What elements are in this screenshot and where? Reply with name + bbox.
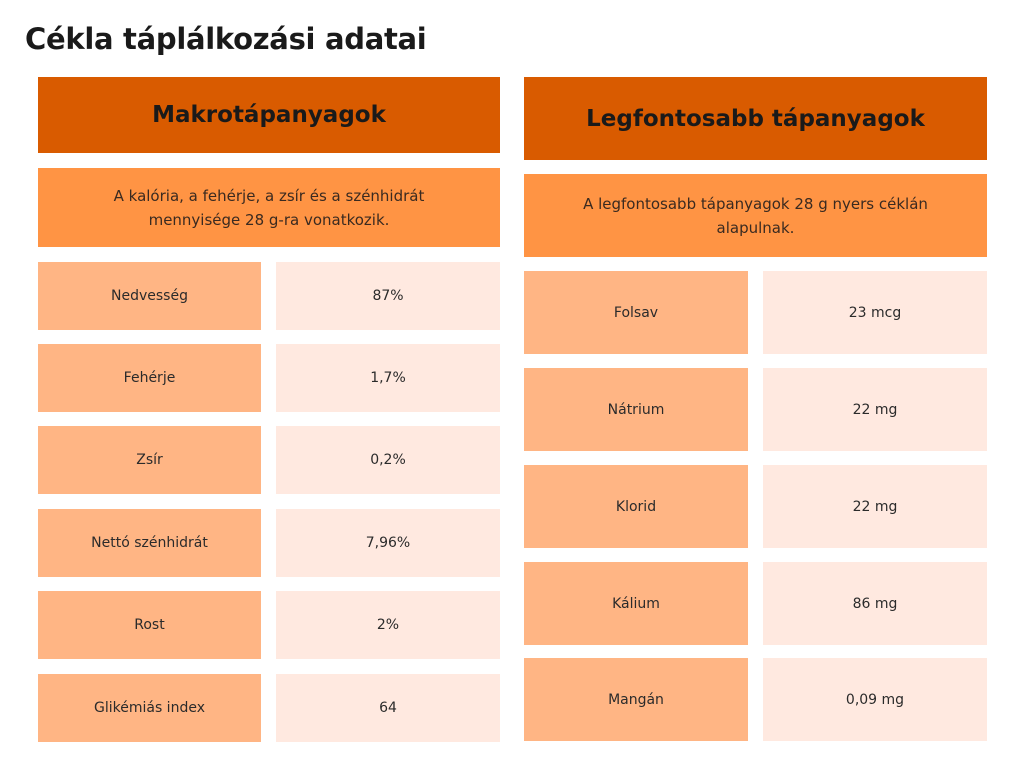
table-row: Zsír 0,2% [38, 426, 500, 494]
macros-value-feherje: 1,7% [276, 344, 500, 412]
nutrients-section: Legfontosabb tápanyagok A legfontosabb t… [524, 77, 987, 742]
table-row: Fehérje 1,7% [38, 344, 500, 412]
table-row: Klorid 22 mg [524, 465, 987, 548]
nutrients-value-natrium: 22 mg [763, 368, 987, 451]
table-row: Nátrium 22 mg [524, 368, 987, 451]
macros-label-glikemias-index: Glikémiás index [38, 674, 261, 742]
macros-value-glikemias-index: 64 [276, 674, 500, 742]
nutrients-value-kalium: 86 mg [763, 562, 987, 645]
macros-label-feherje: Fehérje [38, 344, 261, 412]
table-row: Glikémiás index 64 [38, 674, 500, 742]
nutrients-header: Legfontosabb tápanyagok [524, 77, 987, 160]
table-row: Folsav 23 mcg [524, 271, 987, 354]
macros-label-rost: Rost [38, 591, 261, 659]
table-row: Nedvesség 87% [38, 262, 500, 330]
nutrients-label-folsav: Folsav [524, 271, 748, 354]
nutrients-value-folsav: 23 mcg [763, 271, 987, 354]
table-row: Nettó szénhidrát 7,96% [38, 509, 500, 577]
table-row: Rost 2% [38, 591, 500, 659]
macros-value-netto-szenhidrat: 7,96% [276, 509, 500, 577]
macros-value-rost: 2% [276, 591, 500, 659]
table-row: Mangán 0,09 mg [524, 658, 987, 741]
macros-label-zsir: Zsír [38, 426, 261, 494]
table-row: Kálium 86 mg [524, 562, 987, 645]
nutrients-value-klorid: 22 mg [763, 465, 987, 548]
nutrients-label-kalium: Kálium [524, 562, 748, 645]
macros-label-netto-szenhidrat: Nettó szénhidrát [38, 509, 261, 577]
macros-header: Makrotápanyagok [38, 77, 500, 153]
nutrients-label-natrium: Nátrium [524, 368, 748, 451]
page-title: Cékla táplálkozási adatai [25, 22, 427, 56]
macros-value-nedvesseg: 87% [276, 262, 500, 330]
macros-note: A kalória, a fehérje, a zsír és a szénhi… [38, 168, 500, 247]
nutrients-label-mangan: Mangán [524, 658, 748, 741]
nutrients-note: A legfontosabb tápanyagok 28 g nyers cék… [524, 174, 987, 257]
nutrients-label-klorid: Klorid [524, 465, 748, 548]
macros-section: Makrotápanyagok A kalória, a fehérje, a … [38, 77, 500, 743]
macros-label-nedvesseg: Nedvesség [38, 262, 261, 330]
nutrients-value-mangan: 0,09 mg [763, 658, 987, 741]
macros-value-zsir: 0,2% [276, 426, 500, 494]
